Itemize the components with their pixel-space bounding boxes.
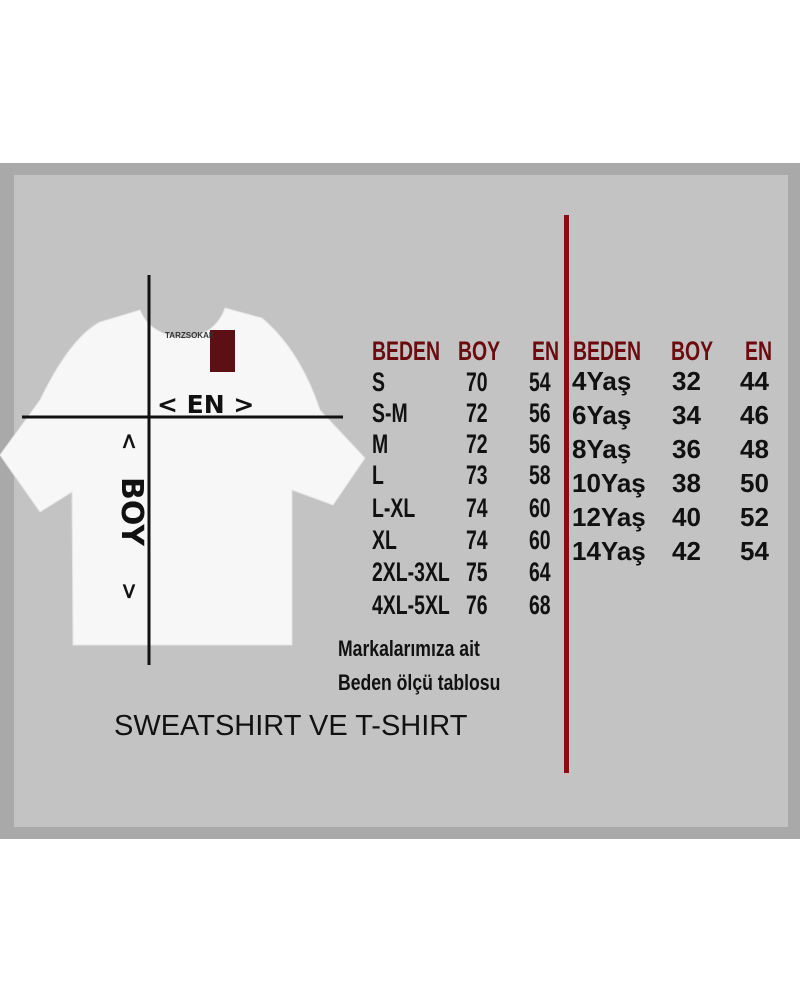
- kids-header-width: EN: [745, 336, 773, 366]
- adult-length-cell: 73: [466, 460, 488, 490]
- adult-width-cell: 56: [529, 398, 551, 428]
- kids-header-length: BOY: [671, 336, 714, 366]
- kids-size-cell: 14Yaş: [572, 536, 646, 566]
- adult-width-cell: 58: [529, 460, 551, 490]
- tshirt-diagram: TARZSOKAK < EN > < BOY >: [0, 275, 366, 665]
- kids-length-cell: 36: [672, 434, 701, 464]
- kids-width-cell: 48: [740, 434, 769, 464]
- adult-length-cell: 74: [466, 525, 488, 555]
- note-line-1: Markalarımıza ait: [338, 636, 480, 661]
- length-label: BOY: [114, 477, 149, 547]
- adult-header-size: BEDEN: [372, 336, 441, 366]
- note-line-2: Beden ölçü tablosu: [338, 670, 501, 695]
- kids-header-size: BEDEN: [573, 336, 642, 366]
- adult-size-cell: XL: [372, 525, 397, 555]
- adult-width-cell: 64: [529, 557, 551, 587]
- arrow-down-label: >: [116, 582, 141, 600]
- adult-length-cell: 74: [466, 493, 488, 523]
- kids-length-cell: 34: [672, 400, 701, 430]
- adult-size-cell: S: [372, 367, 385, 397]
- kids-size-cell: 8Yaş: [572, 434, 632, 464]
- adult-length-cell: 72: [466, 398, 488, 428]
- width-label: < EN >: [157, 390, 254, 419]
- kids-size-cell: 12Yaş: [572, 502, 646, 532]
- adult-size-cell: L: [372, 460, 384, 490]
- adult-size-cell: S-M: [372, 398, 408, 428]
- adult-length-cell: 76: [466, 590, 488, 620]
- kids-size-cell: 4Yaş: [572, 366, 632, 396]
- adult-length-cell: 70: [466, 367, 488, 397]
- adult-size-cell: 4XL-5XL: [372, 590, 450, 620]
- kids-length-cell: 38: [672, 468, 701, 498]
- adult-header-length: BOY: [458, 336, 501, 366]
- adult-width-cell: 60: [529, 525, 551, 555]
- chart-title: SWEATSHIRT VE T-SHIRT: [114, 710, 468, 742]
- adult-width-cell: 56: [529, 429, 551, 459]
- adult-header-width: EN: [532, 336, 560, 366]
- tshirt-shape: [0, 307, 366, 646]
- kids-length-cell: 32: [672, 366, 701, 396]
- kids-width-cell: 54: [740, 536, 769, 566]
- adult-length-cell: 72: [466, 429, 488, 459]
- brand-label: TARZSOKAK: [165, 331, 215, 340]
- kids-width-cell: 44: [740, 366, 769, 396]
- kids-size-cell: 10Yaş: [572, 468, 646, 498]
- adult-width-cell: 60: [529, 493, 551, 523]
- kids-size-cell: 6Yaş: [572, 400, 632, 430]
- adult-size-cell: L-XL: [372, 493, 416, 523]
- kids-length-cell: 42: [672, 536, 701, 566]
- neck-tag-icon: [210, 330, 235, 372]
- adult-width-cell: 54: [529, 367, 551, 397]
- adult-size-cell: M: [372, 429, 389, 459]
- kids-length-cell: 40: [672, 502, 701, 532]
- adult-width-cell: 68: [529, 590, 551, 620]
- adult-size-cell: 2XL-3XL: [372, 557, 450, 587]
- adult-length-cell: 75: [466, 557, 488, 587]
- size-chart-panel: [0, 163, 800, 839]
- kids-width-cell: 46: [740, 400, 769, 430]
- arrow-up-label: <: [116, 432, 141, 450]
- table-divider: [564, 215, 569, 773]
- kids-width-cell: 50: [740, 468, 769, 498]
- kids-width-cell: 52: [740, 502, 769, 532]
